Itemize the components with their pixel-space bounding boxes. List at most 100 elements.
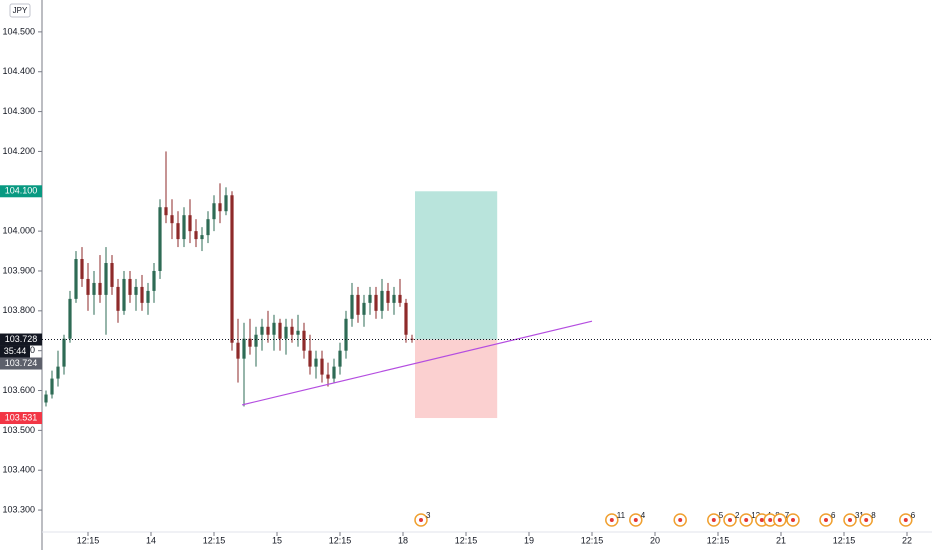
x-tick-label: 18 xyxy=(398,535,408,545)
event-dot xyxy=(419,518,424,522)
candle-body xyxy=(410,338,414,340)
event-count: 11 xyxy=(617,511,626,520)
y-tick-label: 103.900 xyxy=(2,265,35,275)
candle-body xyxy=(140,286,144,303)
price-tag xyxy=(0,357,42,370)
candle-body xyxy=(326,374,330,379)
currency-box[interactable] xyxy=(9,3,31,18)
event-count: 7 xyxy=(785,511,790,520)
event-dot xyxy=(777,518,782,522)
candle-body xyxy=(284,326,288,339)
candle-body xyxy=(200,235,204,240)
profit-zone xyxy=(415,191,498,340)
candle-body xyxy=(50,378,54,395)
candle-body xyxy=(272,322,276,335)
candle-body xyxy=(374,294,378,311)
candle-body xyxy=(44,394,48,403)
x-tick-label: 12:15 xyxy=(581,535,604,545)
candle-body xyxy=(356,294,360,315)
event-dot xyxy=(744,518,749,522)
candle-body xyxy=(68,298,72,339)
x-tick-label: 12:15 xyxy=(707,535,730,545)
candle-body xyxy=(380,290,384,311)
candle-body xyxy=(134,286,138,295)
candle-body xyxy=(290,326,294,335)
candle-body xyxy=(164,207,168,216)
price-tag xyxy=(0,185,42,198)
x-tick-label: 19 xyxy=(524,535,534,545)
event-count: 2 xyxy=(735,511,740,520)
event-dot xyxy=(609,518,614,522)
candle-body xyxy=(146,290,150,303)
candle-body xyxy=(110,263,114,287)
event-count: 31 xyxy=(855,511,864,520)
candle-body xyxy=(344,318,348,351)
candle-body xyxy=(368,294,372,303)
y-tick-label: 103.500 xyxy=(2,425,35,435)
candle-body xyxy=(74,259,78,299)
candle-body xyxy=(248,338,252,347)
y-tick-label: 104.400 xyxy=(2,66,35,76)
candle-body xyxy=(404,302,408,335)
y-tick-label: 104.300 xyxy=(2,106,35,116)
candle-body xyxy=(242,338,246,359)
price-tag xyxy=(0,412,42,425)
event-count: 8 xyxy=(871,511,876,520)
event-count: 3 xyxy=(426,511,431,520)
candle-body xyxy=(266,326,270,335)
event-dot xyxy=(711,518,716,522)
candle-body xyxy=(314,358,318,367)
y-tick-label: 104.200 xyxy=(2,146,35,156)
candle-body xyxy=(104,263,108,295)
candle-body xyxy=(296,330,300,335)
event-count: 6 xyxy=(831,511,836,520)
price-tag xyxy=(0,333,42,346)
x-tick-label: 12:15 xyxy=(203,535,226,545)
candle-body xyxy=(92,282,96,295)
x-tick-label: 15 xyxy=(272,535,282,545)
candle-body xyxy=(152,270,156,291)
event-dot xyxy=(759,518,764,522)
event-dot xyxy=(903,518,908,522)
candle-body xyxy=(224,195,228,212)
candle-body xyxy=(236,342,240,359)
candle-body xyxy=(338,350,342,367)
loss-zone xyxy=(415,339,498,419)
candle-body xyxy=(98,282,102,295)
trendline xyxy=(242,320,593,406)
x-tick-label: 22 xyxy=(902,535,912,545)
candle-body xyxy=(230,195,234,343)
candle-body xyxy=(80,259,84,279)
candle-body xyxy=(122,278,126,311)
candle-body xyxy=(332,366,336,379)
countdown-bg xyxy=(0,345,30,358)
candle-body xyxy=(182,215,186,240)
event-count: 5 xyxy=(719,511,724,520)
event-dot xyxy=(864,518,869,522)
candle-body xyxy=(116,286,120,311)
price-tag-label: 104.100 xyxy=(5,186,38,196)
candle-body xyxy=(386,290,390,303)
event-count: 6 xyxy=(911,511,916,520)
x-tick-label: 12:15 xyxy=(77,535,100,545)
x-tick-label: 12:15 xyxy=(455,535,478,545)
candle-body xyxy=(56,366,60,379)
candle-body xyxy=(302,330,306,351)
x-tick-label: 14 xyxy=(146,535,156,545)
y-tick-label: 104.500 xyxy=(2,26,35,36)
candle-body xyxy=(218,203,222,212)
event-dot xyxy=(847,518,852,522)
event-dot xyxy=(727,518,732,522)
currency[interactable]: JPY xyxy=(13,6,28,15)
candle-body xyxy=(176,223,180,240)
candle-body xyxy=(320,358,324,375)
candle-body xyxy=(188,215,192,232)
event-dot xyxy=(678,518,683,522)
event-count: 4 xyxy=(641,511,646,520)
candle-body xyxy=(128,278,132,295)
candle-body xyxy=(212,203,216,220)
candle-body xyxy=(194,231,198,240)
x-tick-label: 21 xyxy=(776,535,786,545)
countdown: 35:44 xyxy=(4,346,27,356)
